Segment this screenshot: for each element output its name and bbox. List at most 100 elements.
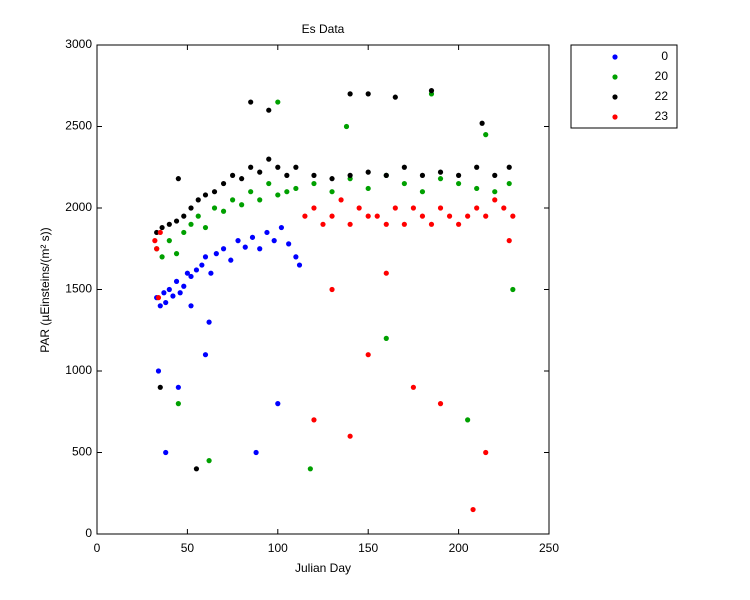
point bbox=[356, 205, 362, 211]
legend-marker bbox=[612, 114, 618, 120]
point bbox=[154, 246, 160, 252]
point bbox=[230, 172, 236, 178]
data-points bbox=[152, 88, 516, 513]
point bbox=[173, 251, 180, 257]
point bbox=[275, 401, 281, 407]
point bbox=[278, 224, 285, 231]
point bbox=[202, 254, 209, 260]
point bbox=[154, 229, 160, 236]
point bbox=[329, 286, 335, 293]
point bbox=[437, 205, 444, 211]
point bbox=[506, 238, 512, 244]
point bbox=[419, 172, 426, 178]
point bbox=[181, 229, 187, 236]
point bbox=[257, 246, 263, 252]
point bbox=[446, 213, 453, 219]
point bbox=[208, 270, 214, 276]
point bbox=[311, 417, 317, 423]
y-tick-label: 2500 bbox=[65, 119, 92, 133]
point bbox=[492, 189, 498, 195]
point bbox=[296, 262, 303, 268]
point bbox=[242, 244, 248, 250]
point bbox=[195, 213, 201, 219]
point bbox=[383, 335, 389, 341]
point bbox=[286, 241, 292, 247]
point bbox=[501, 205, 507, 211]
point bbox=[383, 221, 389, 227]
x-tick-label: 150 bbox=[358, 541, 378, 555]
chart-title: Es Data bbox=[302, 22, 345, 36]
point bbox=[383, 270, 389, 276]
point bbox=[474, 164, 480, 170]
point bbox=[410, 384, 416, 390]
legend-label: 0 bbox=[661, 49, 668, 63]
point bbox=[365, 213, 371, 219]
x-tick-label: 100 bbox=[268, 541, 288, 555]
point bbox=[456, 180, 462, 187]
point bbox=[428, 88, 435, 94]
point bbox=[275, 99, 281, 105]
point bbox=[329, 176, 335, 182]
point bbox=[230, 197, 236, 203]
point bbox=[213, 251, 219, 257]
point bbox=[239, 202, 245, 208]
point bbox=[347, 172, 353, 178]
point bbox=[266, 180, 272, 187]
point bbox=[248, 164, 254, 170]
point bbox=[202, 352, 209, 358]
point bbox=[510, 213, 516, 219]
x-tick-label: 50 bbox=[181, 541, 195, 555]
point bbox=[157, 229, 163, 236]
point bbox=[311, 172, 317, 178]
point bbox=[437, 401, 444, 407]
y-tick-label: 2000 bbox=[65, 200, 92, 214]
point bbox=[293, 185, 299, 192]
point bbox=[275, 164, 281, 170]
point bbox=[188, 273, 194, 280]
point bbox=[202, 192, 209, 198]
point bbox=[220, 246, 227, 252]
point bbox=[163, 299, 169, 306]
point bbox=[365, 169, 371, 175]
point bbox=[365, 91, 371, 97]
point bbox=[264, 229, 270, 236]
y-tick-label: 3000 bbox=[65, 37, 92, 51]
point bbox=[284, 189, 290, 195]
point bbox=[506, 180, 512, 187]
point bbox=[329, 213, 335, 219]
x-tick-label: 200 bbox=[449, 541, 469, 555]
point bbox=[166, 286, 172, 293]
point bbox=[492, 172, 498, 178]
point bbox=[275, 192, 281, 198]
point bbox=[188, 303, 194, 309]
point bbox=[302, 213, 308, 219]
point bbox=[235, 238, 241, 244]
legend bbox=[570, 44, 678, 129]
point bbox=[257, 169, 263, 175]
point bbox=[365, 352, 371, 358]
point bbox=[266, 156, 272, 162]
point bbox=[181, 283, 187, 289]
x-tick-label: 250 bbox=[539, 541, 559, 555]
point bbox=[329, 189, 335, 195]
point bbox=[293, 164, 299, 170]
point bbox=[193, 466, 200, 472]
point bbox=[483, 213, 489, 219]
point bbox=[347, 221, 353, 227]
point bbox=[249, 234, 256, 240]
point bbox=[163, 449, 169, 456]
x-axis-label: Julian Day bbox=[295, 561, 351, 575]
point bbox=[248, 189, 254, 195]
point bbox=[193, 267, 200, 273]
point bbox=[320, 221, 326, 227]
point bbox=[347, 91, 353, 97]
point bbox=[365, 185, 371, 192]
point bbox=[401, 221, 407, 227]
y-axis-label: PAR (µEinsteins/(m² s)) bbox=[38, 227, 52, 352]
point bbox=[253, 449, 259, 456]
legend-marker bbox=[612, 74, 618, 80]
point bbox=[483, 449, 489, 456]
point bbox=[506, 164, 512, 170]
point bbox=[202, 224, 209, 231]
point bbox=[510, 286, 516, 293]
